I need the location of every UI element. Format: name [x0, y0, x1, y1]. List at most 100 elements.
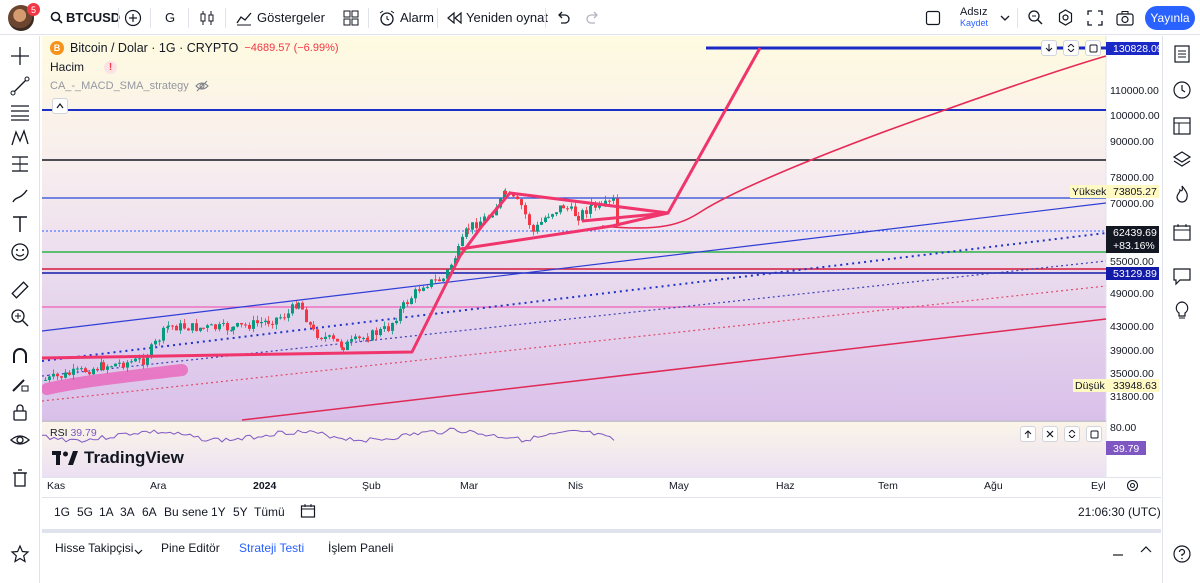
tab-strategy-tester[interactable]: Strateji Testi — [239, 541, 305, 555]
hide-drawings-tool[interactable] — [8, 428, 32, 452]
tab-trading-panel[interactable]: İşlem Paneli — [328, 541, 394, 555]
range-button[interactable]: 3A — [120, 505, 135, 519]
chat-button[interactable] — [1170, 264, 1194, 288]
hotlists-button[interactable] — [1170, 182, 1194, 206]
candle-body — [264, 320, 267, 322]
lock-drawings-tool[interactable] — [8, 400, 32, 424]
data-window-button[interactable] — [1170, 114, 1194, 138]
chart-canvas — [42, 36, 1161, 477]
trend-line-tool[interactable] — [8, 74, 32, 98]
tab-stock-screener[interactable]: Hisse Takipçisi — [55, 541, 134, 555]
text-tool[interactable] — [8, 212, 32, 236]
symbol-legend[interactable]: B Bitcoin / Dolar · 1G · CRYPTO −4689.57… — [50, 41, 339, 55]
emoji-tool[interactable] — [8, 240, 32, 264]
layout-name-button[interactable]: Adsız Kaydet — [960, 6, 988, 28]
candle-body — [305, 309, 308, 323]
candle-body — [422, 287, 425, 291]
templates-button[interactable] — [343, 0, 359, 35]
alert-button[interactable]: Alarm — [378, 0, 434, 35]
warning-icon[interactable]: ! — [104, 60, 118, 74]
brush-tool[interactable] — [8, 184, 32, 208]
symbol-label: BTCUSD — [66, 10, 121, 25]
magnet-tool[interactable] — [8, 344, 32, 368]
rsi-collapse-button[interactable] — [1064, 426, 1080, 442]
candle-body — [309, 322, 312, 325]
crosshair-tool[interactable] — [8, 44, 32, 68]
replay-button[interactable]: Yeniden oynat — [446, 0, 548, 35]
layout-dropdown-button[interactable] — [1000, 0, 1010, 35]
select-all-checkbox[interactable] — [925, 0, 941, 35]
remove-drawings-tool[interactable] — [8, 466, 32, 490]
indicators-button[interactable]: Göstergeler — [235, 0, 325, 35]
chart-type-button[interactable] — [198, 0, 216, 35]
time-axis-settings-button[interactable] — [1126, 479, 1139, 495]
range-button[interactable]: Bu sene — [164, 505, 209, 519]
pane-maximize-button[interactable] — [1085, 40, 1101, 56]
undo-icon — [558, 11, 570, 24]
forecast-tool[interactable] — [8, 152, 32, 176]
help-button[interactable] — [1170, 542, 1194, 566]
candle-body — [199, 327, 202, 331]
layers-button[interactable] — [1170, 148, 1194, 172]
time-axis[interactable]: Kas Ara 2024 Şub Mar Nis May Haz Tem Ağu Eyl — [42, 477, 1161, 493]
pane-collapse-button[interactable] — [1063, 40, 1079, 56]
calendar-button[interactable] — [1170, 220, 1194, 244]
chart-area[interactable]: B Bitcoin / Dolar · 1G · CRYPTO −4689.57… — [42, 36, 1163, 477]
rsi-close-button[interactable] — [1042, 426, 1058, 442]
maximize-panel-button[interactable] — [1140, 543, 1152, 557]
symbol-search-button[interactable]: BTCUSD — [50, 0, 120, 35]
collapse-legend-button[interactable] — [52, 98, 68, 114]
fullscreen-button[interactable] — [1087, 0, 1103, 35]
watchlist-button[interactable] — [1170, 42, 1194, 66]
go-to-date-button[interactable] — [300, 503, 316, 522]
rsi-legend[interactable]: RSI 39.79 — [50, 427, 97, 439]
candle-body — [547, 216, 550, 218]
settings-button[interactable] — [1057, 0, 1074, 35]
range-button[interactable]: 5Y — [233, 505, 248, 519]
fib-tool[interactable] — [8, 100, 32, 124]
rsi-move-up-button[interactable] — [1020, 426, 1036, 442]
maximize-icon — [1090, 430, 1098, 438]
range-button[interactable]: 1G — [54, 505, 71, 519]
triangle-lower-edge — [581, 211, 669, 223]
pane-move-down-button[interactable] — [1041, 40, 1057, 56]
quick-search-button[interactable] — [1027, 0, 1044, 35]
rsi-maximize-button[interactable] — [1086, 426, 1102, 442]
candle-body — [44, 379, 47, 381]
candle-body — [92, 368, 95, 375]
tab-pine-editor[interactable]: Pine Editör — [161, 541, 220, 555]
range-button[interactable]: 1A — [99, 505, 114, 519]
eye-off-icon[interactable] — [195, 80, 209, 92]
compare-symbol-button[interactable] — [124, 0, 142, 35]
zoom-tool[interactable] — [8, 306, 32, 330]
arrow-up-icon — [1024, 430, 1032, 438]
symbol-title: Bitcoin / Dolar · 1G · CRYPTO — [70, 41, 239, 55]
strategy-legend[interactable]: CA_-_MACD_SMA_strategy — [50, 80, 209, 92]
layout-save-status: Kaydet — [960, 18, 989, 28]
interval-button[interactable]: G — [165, 10, 176, 25]
measure-tool[interactable] — [8, 278, 32, 302]
tradingview-logo[interactable]: TradingView — [52, 448, 184, 468]
snapshot-button[interactable] — [1116, 0, 1134, 35]
price-axis-background — [1106, 36, 1161, 477]
range-button[interactable]: 5G — [77, 505, 94, 519]
range-button[interactable]: Tümü — [254, 505, 285, 519]
drawing-mode-tool[interactable] — [8, 372, 32, 396]
pattern-tool[interactable] — [8, 126, 32, 150]
candle-body — [142, 358, 145, 365]
candle-body — [604, 200, 607, 204]
utc-clock[interactable]: 21:06:30 (UTC) — [1078, 505, 1161, 519]
minimize-panel-button[interactable] — [1112, 545, 1124, 560]
candle-body — [544, 217, 547, 223]
volume-legend[interactable]: Hacim ! — [50, 60, 118, 74]
favorites-tool[interactable] — [8, 542, 32, 566]
alerts-button[interactable] — [1170, 78, 1194, 102]
range-button[interactable]: 1Y — [211, 505, 226, 519]
redo-button[interactable] — [585, 0, 601, 35]
undo-button[interactable] — [555, 0, 571, 35]
ideas-button[interactable] — [1170, 298, 1194, 322]
screener-dropdown-button[interactable] — [134, 544, 143, 558]
range-button[interactable]: 6A — [142, 505, 157, 519]
bottom-panel: Hisse Takipçisi Pine Editör Strateji Tes… — [42, 529, 1161, 583]
publish-button[interactable]: Yayınla — [1145, 6, 1195, 30]
